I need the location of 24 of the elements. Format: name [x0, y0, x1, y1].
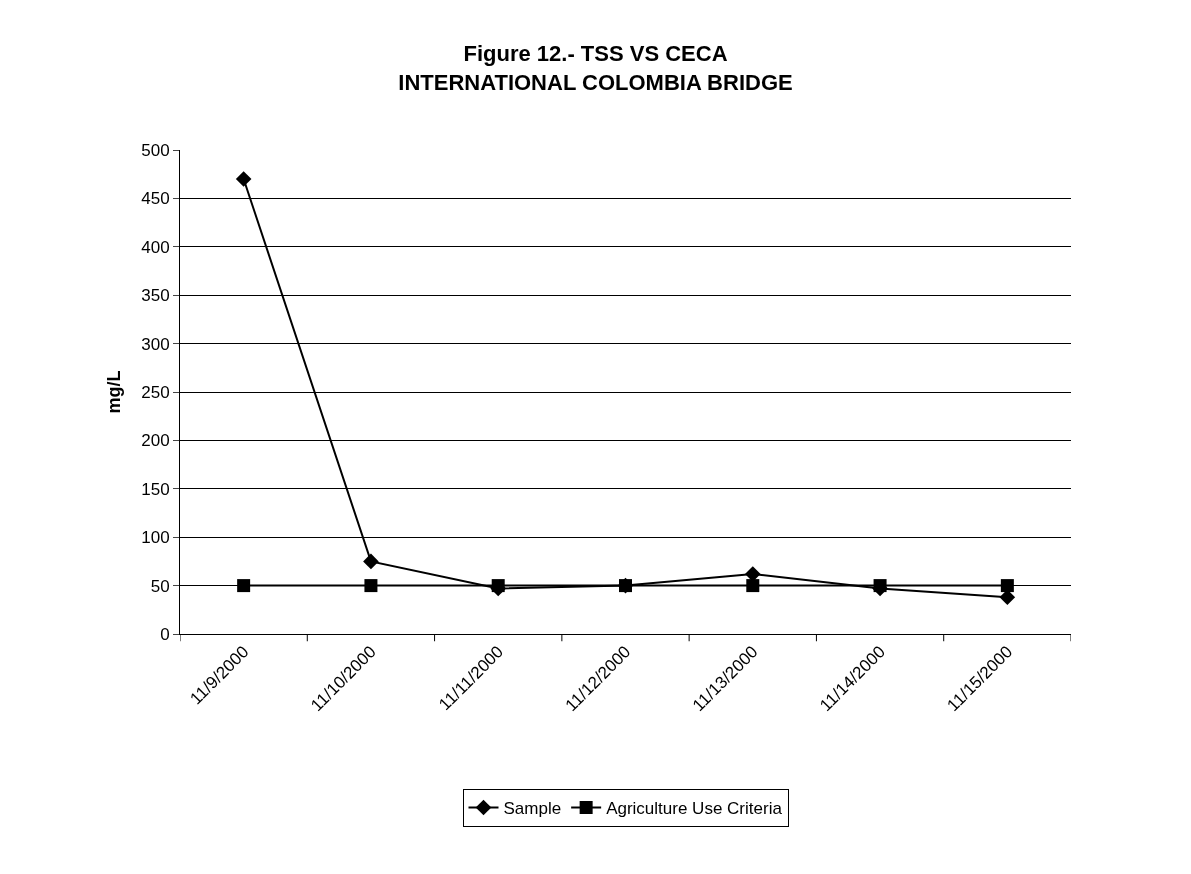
y-tick-label: 200 — [141, 431, 170, 451]
y-tick-label: 50 — [150, 576, 170, 596]
point — [235, 171, 252, 187]
point — [873, 579, 887, 593]
point — [363, 553, 379, 570]
chart-title: Figure 12.- TSS VS CECA INTERNATIONAL COLOMBIA BRIDGE — [398, 41, 793, 95]
y-axis-title: mg/L — [104, 370, 125, 414]
point — [491, 579, 505, 593]
y-tick-label: 350 — [141, 286, 170, 306]
y-tick-label: 0 — [160, 624, 170, 644]
y-tick-label: 300 — [141, 334, 170, 354]
point — [1000, 579, 1014, 593]
legend-label: Sample — [503, 799, 562, 819]
y-tick-label: 450 — [141, 189, 170, 209]
y-tick-label: 500 — [141, 140, 170, 160]
y-tick-label: 150 — [141, 479, 170, 499]
y-tick-label: 250 — [141, 382, 170, 402]
point — [746, 579, 760, 593]
y-tick-label: 100 — [141, 528, 170, 548]
legend-label: Agriculture Use Criteria — [606, 799, 783, 819]
point — [744, 566, 761, 582]
point — [364, 579, 378, 593]
point — [237, 579, 251, 593]
y-tick-label: 400 — [141, 237, 170, 257]
